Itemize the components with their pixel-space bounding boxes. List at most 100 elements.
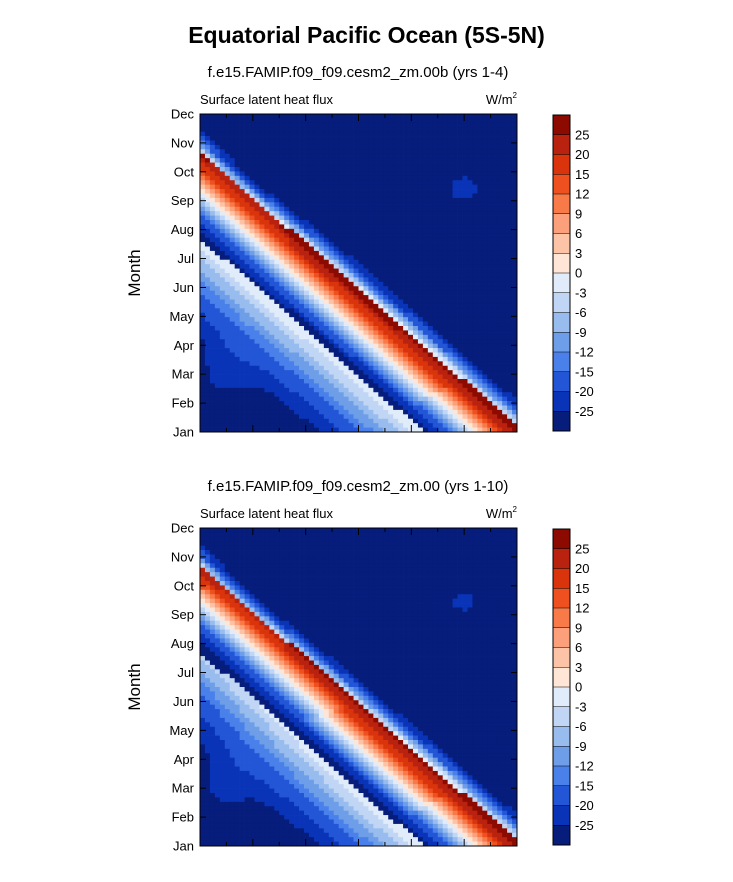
heatmap-cell <box>412 277 419 283</box>
heatmap-cell <box>477 326 483 331</box>
heatmap-cell <box>239 414 245 420</box>
heatmap-cell <box>363 122 369 128</box>
heatmap-cell <box>497 326 503 331</box>
heatmap-cell <box>373 259 379 265</box>
heatmap-cell <box>507 153 513 159</box>
heatmap-cell <box>378 259 384 265</box>
heatmap-cell <box>249 264 255 269</box>
heatmap-cell <box>239 153 245 159</box>
heatmap-cell <box>209 237 216 243</box>
heatmap-cell <box>274 321 280 327</box>
heatmap-cell <box>472 149 478 155</box>
heatmap-cell <box>259 122 265 128</box>
heatmap-cell <box>279 140 285 146</box>
heatmap-cell <box>239 528 245 533</box>
heatmap-cell <box>472 317 478 322</box>
heatmap-cell <box>204 321 211 327</box>
heatmap-cell <box>403 528 409 533</box>
heatmap-cell <box>482 308 488 314</box>
heatmap-cell <box>343 405 349 411</box>
heatmap-cell <box>338 308 344 314</box>
heatmap-cell <box>457 352 463 358</box>
heatmap-cell <box>209 180 216 186</box>
heatmap-cell <box>338 131 344 137</box>
heatmap-cell <box>368 162 374 168</box>
heatmap-cell <box>264 401 270 406</box>
y-tick-label: Sep <box>171 193 194 208</box>
heatmap-cell <box>209 250 216 256</box>
heatmap-cell <box>338 370 344 375</box>
heatmap-cell <box>393 206 399 212</box>
heatmap-cell <box>417 348 424 353</box>
heatmap-cell <box>482 193 488 199</box>
heatmap-cell <box>373 202 379 208</box>
heatmap-cell <box>403 348 409 353</box>
heatmap-cell <box>512 312 518 318</box>
heatmap-cell <box>368 290 374 296</box>
heatmap-cell <box>412 250 419 256</box>
heatmap-cell <box>328 286 335 292</box>
colorbar-frame <box>552 114 571 432</box>
heatmap-cell <box>408 423 414 428</box>
heatmap-cell <box>284 171 290 177</box>
heatmap-cell <box>279 273 285 278</box>
heatmap-cell <box>234 392 240 398</box>
heatmap-cell <box>333 189 340 194</box>
heatmap-cell <box>432 352 439 358</box>
heatmap-cell <box>229 361 236 367</box>
heatmap-cell <box>269 206 275 212</box>
heatmap-cell <box>304 286 310 292</box>
heatmap-cell <box>219 264 226 269</box>
heatmap-cell <box>259 206 265 212</box>
heatmap-cell <box>408 396 414 402</box>
heatmap-cell <box>388 250 394 256</box>
heatmap-cell <box>452 175 458 181</box>
heatmap-cell <box>318 405 325 411</box>
heatmap-cell <box>214 153 221 159</box>
heatmap-cell <box>333 317 340 322</box>
heatmap-cell <box>229 277 236 283</box>
heatmap-cell <box>358 259 364 265</box>
heatmap-cell <box>422 396 429 402</box>
heatmap-cell <box>200 536 206 542</box>
heatmap-cell <box>442 396 448 402</box>
heatmap-cell <box>452 268 458 274</box>
heatmap-cell <box>294 414 300 420</box>
heatmap-cell <box>422 136 429 141</box>
heatmap-cell <box>487 255 493 261</box>
heatmap-cell <box>378 215 384 221</box>
heatmap-cell <box>412 334 419 340</box>
heatmap-cell <box>492 273 498 278</box>
colorbar-label: -12 <box>575 345 594 360</box>
heatmap-cell <box>323 118 330 124</box>
heatmap-cell <box>353 392 359 398</box>
heatmap-cell <box>462 423 468 428</box>
heatmap-cell <box>214 326 221 331</box>
heatmap-cell <box>284 326 290 331</box>
heatmap-cell <box>353 122 359 128</box>
heatmap-cell <box>432 220 439 225</box>
heatmap-cell <box>279 541 285 547</box>
heatmap-cell <box>274 220 280 225</box>
heatmap-cell <box>422 330 429 336</box>
heatmap-cell <box>289 343 295 349</box>
heatmap-cell <box>467 233 473 239</box>
heatmap-cell <box>422 536 429 542</box>
heatmap-cell <box>368 144 374 150</box>
heatmap-cell <box>299 286 305 292</box>
heatmap-cell <box>274 153 280 159</box>
heatmap-cell <box>289 334 295 340</box>
heatmap-cell <box>452 290 458 296</box>
heatmap-cell <box>239 215 245 221</box>
heatmap-cell <box>289 295 295 300</box>
heatmap-cell <box>323 131 330 137</box>
heatmap-cell <box>368 131 374 137</box>
heatmap-cell <box>204 532 211 538</box>
heatmap-cell <box>304 140 310 146</box>
heatmap-cell <box>304 339 310 345</box>
heatmap-cell <box>204 273 211 278</box>
heatmap-cell <box>323 356 330 362</box>
heatmap-cell <box>229 281 236 287</box>
heatmap-cell <box>294 215 300 221</box>
heatmap-cell <box>398 118 404 124</box>
